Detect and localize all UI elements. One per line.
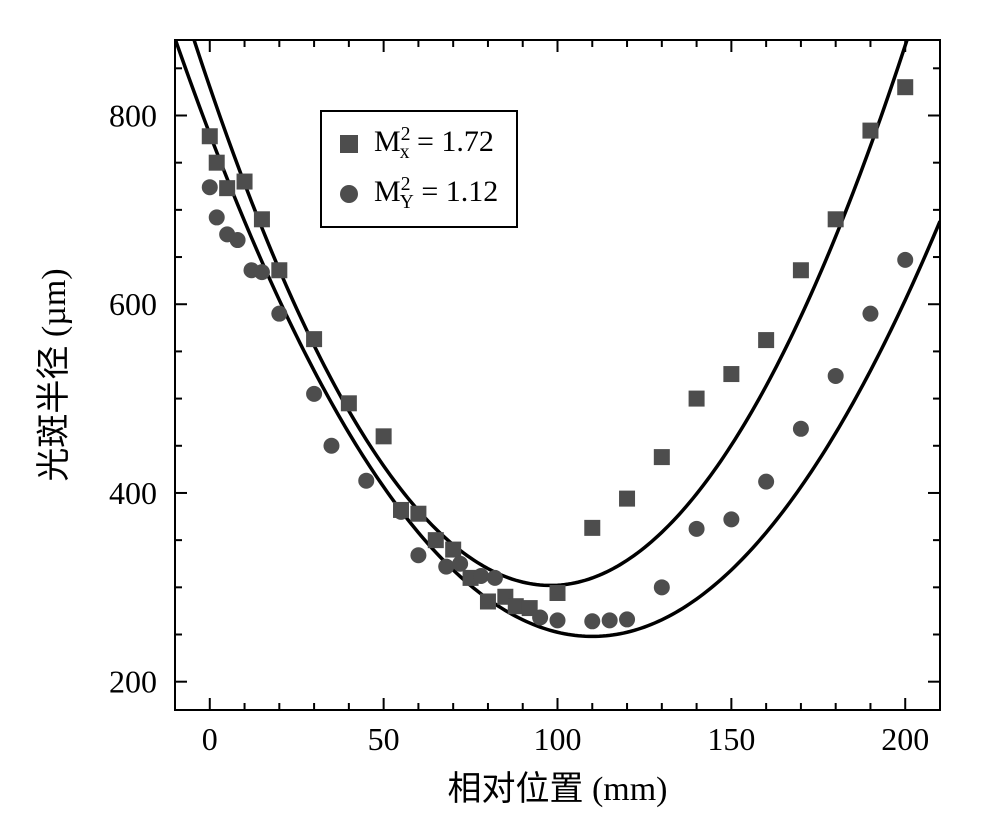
marker-square bbox=[376, 428, 392, 444]
square-icon bbox=[340, 135, 358, 153]
marker-square bbox=[689, 391, 705, 407]
marker-square bbox=[306, 331, 322, 347]
marker-circle bbox=[306, 386, 322, 402]
fit-curve-Mx bbox=[175, 0, 940, 585]
marker-square bbox=[550, 585, 566, 601]
marker-square bbox=[862, 123, 878, 139]
circle-icon bbox=[340, 185, 358, 203]
marker-circle bbox=[550, 612, 566, 628]
data-layer bbox=[175, 0, 940, 636]
marker-square bbox=[584, 520, 600, 536]
y-tick-label: 800 bbox=[109, 97, 157, 133]
fit-curve-My bbox=[175, 38, 940, 636]
marker-circle bbox=[410, 547, 426, 563]
marker-circle bbox=[758, 474, 774, 490]
x-tick-label: 100 bbox=[534, 721, 582, 757]
x-tick-label: 50 bbox=[368, 721, 400, 757]
marker-square bbox=[793, 262, 809, 278]
marker-square bbox=[508, 598, 524, 614]
marker-circle bbox=[723, 511, 739, 527]
marker-circle bbox=[654, 579, 670, 595]
marker-square bbox=[445, 542, 461, 558]
marker-square bbox=[341, 395, 357, 411]
marker-square bbox=[723, 366, 739, 382]
marker-circle bbox=[393, 504, 409, 520]
marker-circle bbox=[452, 556, 468, 572]
marker-circle bbox=[230, 232, 246, 248]
marker-circle bbox=[209, 209, 225, 225]
marker-circle bbox=[619, 611, 635, 627]
marker-circle bbox=[828, 368, 844, 384]
marker-square bbox=[480, 593, 496, 609]
marker-circle bbox=[254, 264, 270, 280]
marker-circle bbox=[532, 610, 548, 626]
marker-square bbox=[619, 491, 635, 507]
marker-square bbox=[271, 262, 287, 278]
x-tick-label: 200 bbox=[881, 721, 929, 757]
x-axis-label: 相对位置 (mm) bbox=[447, 770, 667, 808]
marker-circle bbox=[689, 521, 705, 537]
marker-circle bbox=[202, 179, 218, 195]
x-tick-label: 0 bbox=[202, 721, 218, 757]
legend: M2x = 1.72 M2Y = 1.12 bbox=[320, 110, 518, 228]
marker-circle bbox=[584, 613, 600, 629]
x-tick-label: 150 bbox=[707, 721, 755, 757]
marker-circle bbox=[473, 568, 489, 584]
marker-circle bbox=[358, 473, 374, 489]
marker-square bbox=[254, 211, 270, 227]
marker-square bbox=[410, 506, 426, 522]
y-tick-label: 400 bbox=[109, 475, 157, 511]
y-axis-label: 光斑半径 (µm) bbox=[35, 268, 73, 481]
marker-circle bbox=[793, 421, 809, 437]
marker-square bbox=[209, 155, 225, 171]
marker-circle bbox=[897, 252, 913, 268]
marker-square bbox=[202, 128, 218, 144]
marker-circle bbox=[602, 612, 618, 628]
marker-square bbox=[758, 332, 774, 348]
marker-circle bbox=[271, 306, 287, 322]
marker-circle bbox=[438, 559, 454, 575]
marker-square bbox=[654, 449, 670, 465]
marker-square bbox=[237, 174, 253, 190]
beam-radius-chart: 0 50 100 150 200 200 400 600 800 相对位置 (mm) 光斑半径 (µ… bbox=[0, 0, 1000, 829]
legend-item-My: M2Y = 1.12 bbox=[340, 174, 498, 214]
legend-label: M2x = 1.72 bbox=[374, 124, 494, 164]
marker-square bbox=[428, 532, 444, 548]
legend-label: M2Y = 1.12 bbox=[374, 174, 498, 214]
marker-square bbox=[828, 211, 844, 227]
legend-item-Mx: M2x = 1.72 bbox=[340, 124, 498, 164]
y-tick-label: 600 bbox=[109, 286, 157, 322]
marker-circle bbox=[862, 306, 878, 322]
plot-frame bbox=[175, 40, 940, 710]
y-tick-label: 200 bbox=[109, 664, 157, 700]
marker-circle bbox=[323, 438, 339, 454]
marker-square bbox=[219, 180, 235, 196]
marker-circle bbox=[487, 570, 503, 586]
marker-square bbox=[897, 79, 913, 95]
